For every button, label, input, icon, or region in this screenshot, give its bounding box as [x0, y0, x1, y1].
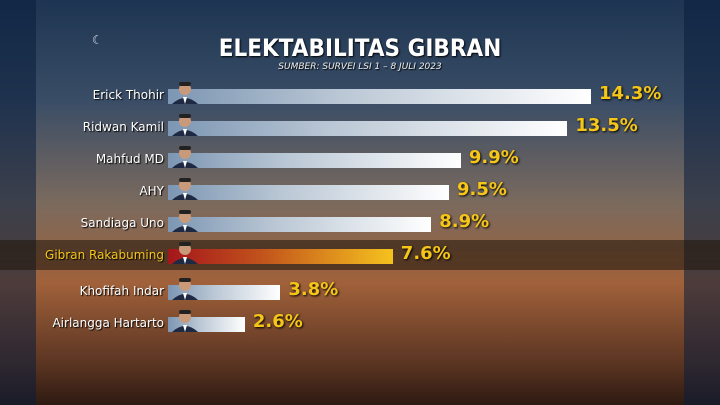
value-label: 2.6% — [252, 311, 303, 332]
bar-row: Khofifah Indar 3.8% — [0, 276, 720, 306]
candidate-photo — [168, 80, 202, 104]
moon-icon: ☾ — [92, 33, 103, 47]
category-label: Erick Thohir — [92, 88, 164, 102]
person-icon — [172, 310, 198, 332]
candidate-photo — [168, 144, 202, 168]
value-label: 3.8% — [288, 279, 339, 300]
bar-row: Gibran Rakabuming 7.6% — [0, 240, 720, 270]
category-label: Airlangga Hartarto — [52, 316, 164, 330]
value-label: 9.5% — [457, 179, 507, 200]
person-icon — [172, 82, 198, 104]
bar — [168, 185, 449, 200]
candidate-photo — [168, 112, 202, 136]
person-icon — [172, 114, 198, 136]
candidate-photo — [168, 308, 202, 332]
category-label: Gibran Rakabuming — [45, 248, 164, 262]
value-label: 8.9% — [439, 211, 490, 232]
category-label: Sandiaga Uno — [80, 216, 164, 230]
bar-row: AHY 9.5% — [0, 176, 720, 206]
bar — [168, 153, 461, 168]
candidate-photo — [168, 240, 202, 264]
bar — [168, 285, 281, 300]
person-icon — [172, 242, 198, 264]
chart-title: ELEKTABILITAS GIBRAN — [218, 34, 502, 62]
person-icon — [172, 210, 198, 232]
left-panel — [0, 0, 36, 405]
bar-row: Ridwan Kamil 13.5% — [0, 112, 720, 142]
bar — [168, 217, 432, 232]
chart-subtitle: SUMBER: SURVEI LSI 1 – 8 JULI 2023 — [278, 62, 442, 72]
category-label: Mahfud MD — [95, 152, 164, 166]
candidate-photo — [168, 276, 202, 300]
person-icon — [172, 178, 198, 200]
value-label: 14.3% — [599, 83, 662, 104]
bar — [168, 121, 568, 136]
bar-row: Erick Thohir 14.3% — [0, 80, 720, 110]
candidate-photo — [168, 208, 202, 232]
value-label: 9.9% — [468, 147, 519, 168]
bar — [168, 89, 591, 104]
category-label: Ridwan Kamil — [82, 120, 164, 134]
category-label: Khofifah Indar — [79, 284, 164, 298]
right-panel — [684, 0, 720, 405]
bar-row: Airlangga Hartarto 2.6% — [0, 308, 720, 338]
bar — [168, 249, 393, 264]
candidate-photo — [168, 176, 202, 200]
bar-row: Mahfud MD 9.9% — [0, 144, 720, 174]
person-icon — [172, 278, 198, 300]
bar-row: Sandiaga Uno 8.9% — [0, 208, 720, 238]
person-icon — [172, 146, 198, 168]
value-label: 7.6% — [400, 243, 451, 264]
category-label: AHY — [139, 184, 164, 198]
value-label: 13.5% — [575, 115, 638, 136]
